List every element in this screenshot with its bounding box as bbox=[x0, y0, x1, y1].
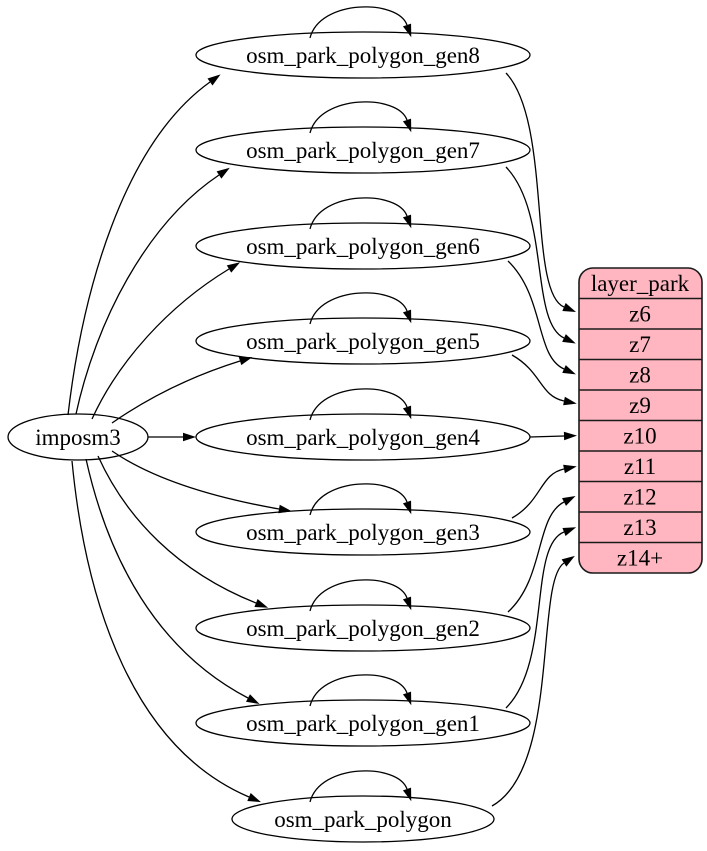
node-osm-park-polygon-gen4: osm_park_polygon_gen4 bbox=[195, 413, 531, 461]
gen2-label: osm_park_polygon_gen2 bbox=[246, 616, 480, 641]
node-osm-park-polygon: osm_park_polygon bbox=[231, 795, 495, 843]
edge-imposm3-gen8 bbox=[67, 74, 221, 416]
edge-imposm3-gen7 bbox=[75, 167, 230, 415]
edge-imposm3-gen1 bbox=[85, 458, 260, 705]
row-z10: z10 bbox=[623, 424, 656, 449]
node-imposm3: imposm3 bbox=[7, 413, 149, 461]
node-osm-park-polygon-gen5: osm_park_polygon_gen5 bbox=[195, 317, 531, 365]
edge-imposm3-gen6 bbox=[91, 262, 241, 420]
gen5-label: osm_park_polygon_gen5 bbox=[246, 329, 480, 354]
node-osm-park-polygon-gen7: osm_park_polygon_gen7 bbox=[195, 126, 531, 174]
node-osm-park-polygon-gen8: osm_park_polygon_gen8 bbox=[195, 31, 531, 79]
self-loop-gen6 bbox=[309, 197, 412, 230]
gen7-label: osm_park_polygon_gen7 bbox=[246, 138, 480, 163]
self-loop-gen8 bbox=[309, 6, 412, 39]
self-loops bbox=[309, 6, 412, 803]
self-loop-gen2 bbox=[309, 579, 412, 612]
edge-gen7-z7 bbox=[505, 166, 576, 344]
gen3-label: osm_park_polygon_gen3 bbox=[246, 520, 480, 545]
edge-imposm3-gen3 bbox=[111, 450, 292, 514]
self-loop-gen4 bbox=[309, 388, 412, 421]
row-z13: z13 bbox=[623, 515, 656, 540]
edge-imposm3-gen5 bbox=[111, 356, 253, 424]
row-z14plus: z14+ bbox=[617, 546, 663, 571]
edge-gen1-z13 bbox=[505, 527, 577, 709]
gen2-ellipse bbox=[195, 604, 531, 652]
edge-gen4-z10 bbox=[529, 431, 577, 441]
gen8-ellipse bbox=[195, 31, 531, 79]
row-z12: z12 bbox=[623, 485, 656, 510]
node-layer-park: layer_park z6 z7 z8 z9 z10 z11 z12 z13 z… bbox=[578, 267, 703, 574]
imposm3-label: imposm3 bbox=[35, 425, 121, 450]
edge-polygon-z14plus bbox=[491, 555, 575, 807]
gen8-label: osm_park_polygon_gen8 bbox=[246, 43, 480, 68]
polygon-label: osm_park_polygon bbox=[274, 807, 452, 832]
row-z11: z11 bbox=[624, 454, 656, 479]
gen7-ellipse bbox=[195, 126, 531, 174]
gen5-ellipse bbox=[195, 317, 531, 365]
polygon-ellipse bbox=[231, 795, 495, 843]
gen6-label: osm_park_polygon_gen6 bbox=[246, 234, 480, 259]
self-loop-polygon bbox=[309, 770, 412, 803]
row-z9: z9 bbox=[629, 393, 651, 418]
edge-imposm3-gen2 bbox=[97, 455, 269, 608]
self-loop-gen1 bbox=[309, 674, 412, 707]
node-osm-park-polygon-gen2: osm_park_polygon_gen2 bbox=[195, 604, 531, 652]
edges-from-imposm3 bbox=[67, 74, 292, 803]
edges-to-layer-park bbox=[491, 72, 577, 807]
edge-gen2-z12 bbox=[507, 496, 576, 613]
row-z6: z6 bbox=[629, 302, 651, 327]
self-loop-gen3 bbox=[309, 483, 412, 516]
node-osm-park-polygon-gen3: osm_park_polygon_gen3 bbox=[195, 508, 531, 556]
self-loop-gen5 bbox=[309, 292, 412, 325]
node-osm-park-polygon-gen6: osm_park_polygon_gen6 bbox=[195, 222, 531, 270]
row-z7: z7 bbox=[629, 332, 651, 357]
edge-gen6-z8 bbox=[507, 260, 576, 375]
layer-park-title: layer_park bbox=[591, 271, 690, 296]
edge-gen8-z6 bbox=[505, 72, 576, 313]
self-loop-gen7 bbox=[309, 101, 412, 134]
gen1-ellipse bbox=[195, 699, 531, 747]
row-z8: z8 bbox=[629, 363, 651, 388]
gen4-label: osm_park_polygon_gen4 bbox=[246, 425, 480, 450]
node-osm-park-polygon-gen1: osm_park_polygon_gen1 bbox=[195, 699, 531, 747]
gen6-ellipse bbox=[195, 222, 531, 270]
edge-gen3-z11 bbox=[511, 464, 577, 519]
edge-imposm3-polygon bbox=[71, 460, 261, 803]
gen1-label: osm_park_polygon_gen1 bbox=[246, 711, 480, 736]
gen3-ellipse bbox=[195, 508, 531, 556]
edge-gen5-z9 bbox=[511, 354, 577, 406]
